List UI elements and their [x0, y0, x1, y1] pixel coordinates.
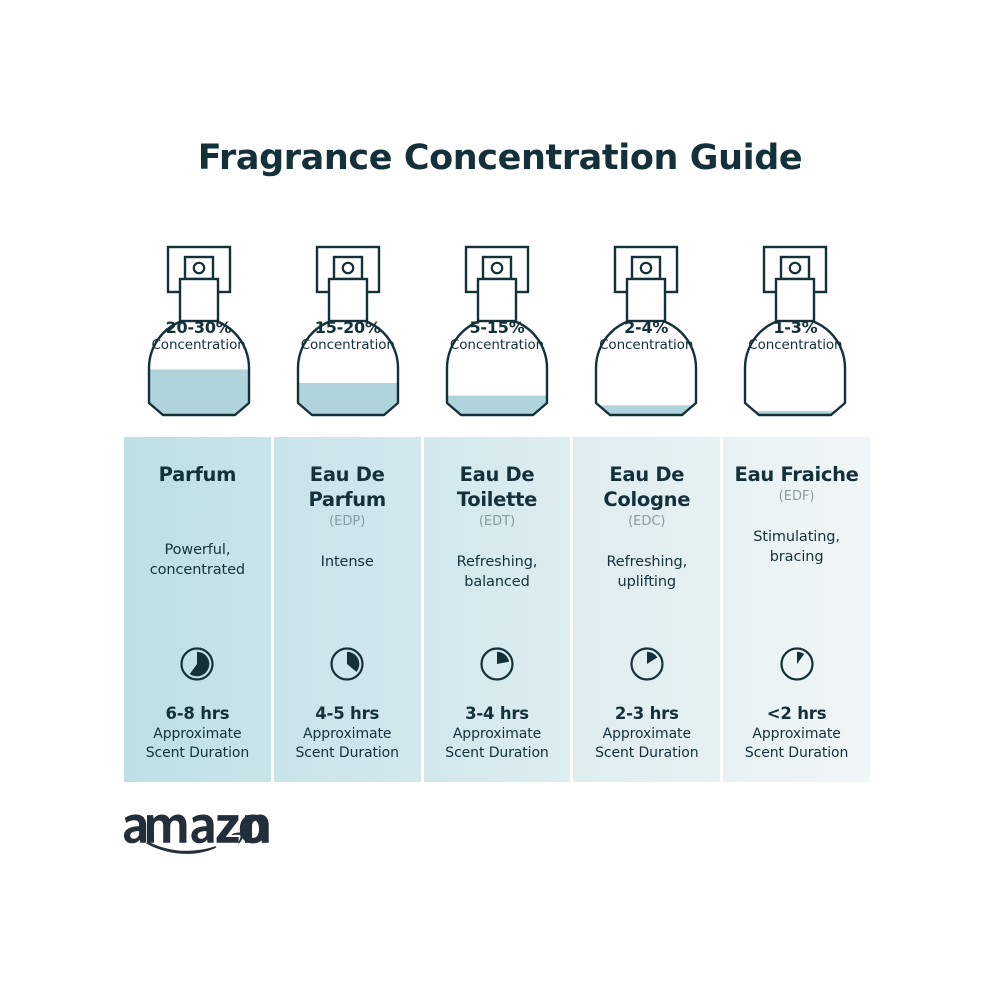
perfume-bottle-icon: 2-4% Concentration	[579, 240, 713, 426]
perfume-bottle-icon: 5-15% Concentration	[430, 240, 564, 426]
fragrance-card: Eau De Cologne (EDC) Refreshing, uplifting 2…	[573, 437, 721, 782]
fragrance-description: Powerful, concentrated	[149, 542, 246, 578]
perfume-bottle-icon: 15-20% Concentration	[281, 240, 415, 426]
pie-clock-icon	[573, 645, 720, 683]
scent-duration-block: <2 hrs Approximate Scent Duration	[723, 703, 870, 762]
bottle-cell: 5-15% Concentration	[422, 240, 571, 430]
scent-duration-value: 4-5 hrs	[315, 704, 380, 723]
fragrance-card: Eau De Parfum (EDP) Intense 4-5 hrs Approxim…	[273, 437, 421, 782]
perfume-bottle-icon: 1-3% Concentration	[728, 240, 862, 426]
scent-duration-value: 3-4 hrs	[465, 704, 529, 723]
perfume-bottle-icon: 20-30% Concentration	[132, 240, 266, 426]
scent-duration-note: Approximate Scent Duration	[295, 726, 399, 761]
fragrance-abbreviation: (EDT)	[478, 514, 516, 529]
bottle-cell: 2-4% Concentration	[572, 240, 721, 430]
scent-duration-value: 6-8 hrs	[165, 704, 230, 723]
fragrance-name: Eau Fraiche	[734, 463, 859, 486]
pie-clock-icon	[424, 645, 571, 683]
fragrance-description: Intense	[320, 554, 374, 570]
fragrance-name: Eau De Toilette	[456, 463, 538, 511]
pie-clock-icon	[723, 645, 870, 683]
scent-duration-block: 3-4 hrs Approximate Scent Duration	[424, 703, 571, 762]
fragrance-description: Refreshing, balanced	[456, 554, 538, 590]
fragrance-description: Refreshing, uplifting	[606, 554, 688, 590]
scent-duration-block: 4-5 hrs Approximate Scent Duration	[274, 703, 421, 762]
amazon-logo-icon	[122, 800, 272, 858]
fragrance-card: Eau Fraiche (EDF) Stimulating, bracing <2 hr…	[723, 437, 870, 782]
scent-duration-note: Approximate Scent Duration	[445, 726, 549, 761]
fragrance-abbreviation: (EDC)	[628, 514, 666, 529]
pie-clock-icon	[274, 645, 421, 683]
fragrance-name: Parfum	[158, 463, 237, 486]
scent-duration-value: 2-3 hrs	[614, 704, 679, 723]
fragrance-name: Eau De Cologne	[603, 463, 691, 511]
scent-duration-block: 2-3 hrs Approximate Scent Duration	[573, 703, 720, 762]
bottle-cell: 15-20% Concentration	[273, 240, 422, 430]
fragrance-abbreviation: (EDP)	[329, 514, 366, 529]
fragrance-abbreviation: (EDF)	[778, 489, 815, 504]
cards-row: Parfum Powerful, concentrated 6-8 hrs Approx…	[124, 437, 870, 782]
scent-duration-value: <2 hrs	[766, 704, 827, 723]
fragrance-name: Eau De Parfum	[308, 463, 386, 511]
fragrance-description: Stimulating, bracing	[753, 529, 840, 565]
bottles-row: 20-30% Concentration 15-20% Concentration 5-…	[124, 240, 870, 430]
fragrance-card: Eau De Toilette (EDT) Refreshing, balanced 3…	[423, 437, 571, 782]
page-title: Fragrance Concentration Guide	[197, 138, 803, 178]
bottle-cell: 1-3% Concentration	[721, 240, 870, 430]
scent-duration-note: Approximate Scent Duration	[744, 726, 849, 761]
scent-duration-note: Approximate Scent Duration	[595, 726, 699, 761]
scent-duration-note: Approximate Scent Duration	[145, 726, 250, 761]
fragrance-card: Parfum Powerful, concentrated 6-8 hrs Approx…	[124, 437, 271, 782]
pie-clock-icon	[124, 645, 271, 683]
bottle-cell: 20-30% Concentration	[124, 240, 273, 430]
scent-duration-block: 6-8 hrs Approximate Scent Duration	[124, 703, 271, 762]
